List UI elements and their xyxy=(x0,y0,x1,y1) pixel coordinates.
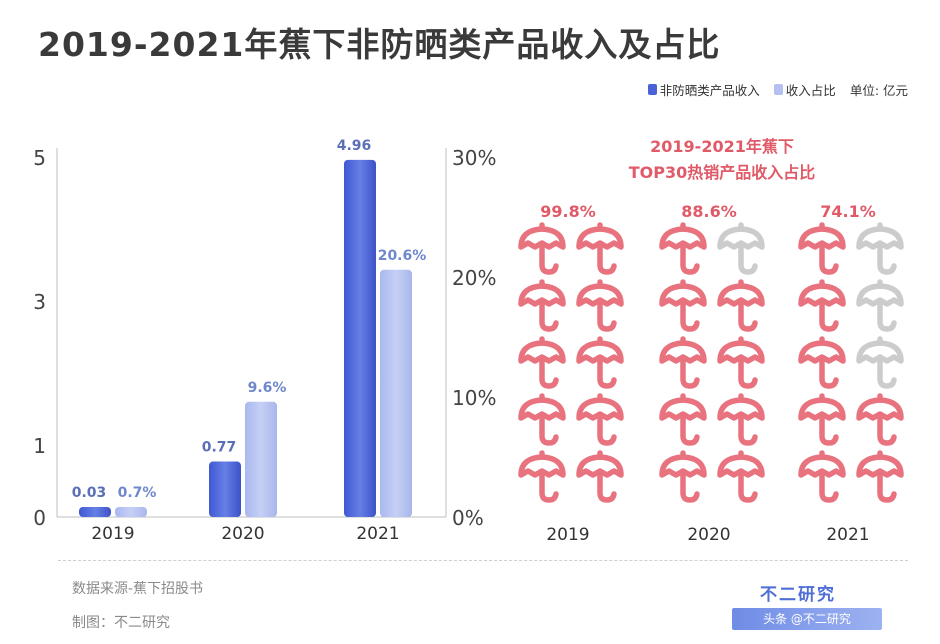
y-left-tick-label: 0 xyxy=(33,506,46,530)
legend-label-share: 收入占比 xyxy=(785,83,836,98)
pictograph-value-label: 88.6% xyxy=(681,202,737,221)
legend-label-revenue: 非防晒类产品收入 xyxy=(659,83,760,98)
umbrella-icon xyxy=(659,336,707,389)
umbrella-icon xyxy=(576,279,624,332)
umbrella-icon xyxy=(856,393,904,446)
bar-share-2020 xyxy=(245,401,277,517)
umbrella-icon xyxy=(798,336,846,389)
umbrella-icon xyxy=(856,279,904,332)
umbrella-icon xyxy=(798,279,846,332)
y-left-tick-label: 1 xyxy=(33,434,46,458)
brand-tag: 头条 @不二研究 xyxy=(732,608,882,630)
chart-maker: 制图：不二研究 xyxy=(72,615,170,631)
umbrella-icon xyxy=(798,222,846,275)
legend-item-share: 收入占比 xyxy=(773,80,836,99)
data-source: 数据来源-蕉下招股书 xyxy=(72,581,204,597)
umbrella-icon xyxy=(518,279,566,332)
data-label-revenue: 0.77 xyxy=(202,440,237,456)
pictograph-subtitle: TOP30热销产品收入占比 xyxy=(629,163,816,182)
umbrella-icon xyxy=(576,450,624,503)
umbrella-icon xyxy=(856,450,904,503)
umbrella-icon xyxy=(518,450,566,503)
umbrella-icon xyxy=(518,336,566,389)
y-right-tick-label: 20% xyxy=(452,266,496,290)
umbrella-icon xyxy=(717,450,765,503)
umbrella-icon xyxy=(518,222,566,275)
data-label-share: 9.6% xyxy=(248,380,287,396)
umbrella-icon xyxy=(576,222,624,275)
umbrella-icon xyxy=(717,393,765,446)
umbrella-icon xyxy=(659,393,707,446)
y-right-tick-label: 10% xyxy=(452,386,496,410)
umbrella-icon xyxy=(798,450,846,503)
revenue-bar-chart: 0 1 3 5 0% 10% 20% 30% 0.03 0.7% 2019 0.77 9.6% 2020 4… xyxy=(33,138,496,544)
pictograph-category-label: 2019 xyxy=(546,525,589,545)
umbrella-icon xyxy=(659,450,707,503)
bar-share-2021 xyxy=(380,269,412,517)
umbrella-icon xyxy=(518,393,566,446)
umbrella-icon xyxy=(856,336,904,389)
data-label-share: 0.7% xyxy=(118,485,157,501)
legend: 非防晒类产品收入 收入占比 单位: 亿元 xyxy=(647,80,908,99)
umbrella-icon xyxy=(798,393,846,446)
pictograph-value-label: 99.8% xyxy=(540,202,596,221)
unit-label: 单位: 亿元 xyxy=(849,83,908,98)
bar-revenue-2019 xyxy=(79,507,111,517)
data-label-revenue: 0.03 xyxy=(72,485,107,501)
legend-swatch-share xyxy=(773,84,783,95)
umbrella-icon xyxy=(717,279,765,332)
umbrella-icon xyxy=(856,222,904,275)
umbrella-icon xyxy=(576,393,624,446)
y-right-tick-label: 0% xyxy=(452,506,484,530)
umbrella-icon xyxy=(717,222,765,275)
legend-item-revenue: 非防晒类产品收入 xyxy=(647,80,760,99)
bar-share-2019 xyxy=(115,507,147,517)
pictograph-value-label: 74.1% xyxy=(820,202,876,221)
pictograph-title: 2019-2021年蕉下 xyxy=(650,137,794,156)
pictograph-category-label: 2021 xyxy=(826,525,869,545)
brand-logo: 不二研究 xyxy=(760,585,836,605)
bar-revenue-2021 xyxy=(344,159,376,517)
umbrella-icon xyxy=(717,336,765,389)
x-tick-label: 2021 xyxy=(356,524,399,544)
pictograph-category-label: 2020 xyxy=(687,525,730,545)
x-tick-label: 2019 xyxy=(91,524,134,544)
y-left-tick-label: 3 xyxy=(33,290,46,314)
bar-revenue-2020 xyxy=(209,461,241,517)
data-label-share: 20.6% xyxy=(378,248,427,264)
y-left-tick-label: 5 xyxy=(33,146,46,170)
chart-title: 2019-2021年蕉下非防晒类产品收入及占比 xyxy=(38,25,721,64)
umbrella-icon xyxy=(659,279,707,332)
data-label-revenue: 4.96 xyxy=(337,138,372,154)
y-right-tick-label: 30% xyxy=(452,146,496,170)
umbrella-icon xyxy=(659,222,707,275)
x-tick-label: 2020 xyxy=(221,524,264,544)
footer-divider xyxy=(58,560,908,561)
umbrella-icon xyxy=(576,336,624,389)
legend-swatch-revenue xyxy=(647,84,657,95)
